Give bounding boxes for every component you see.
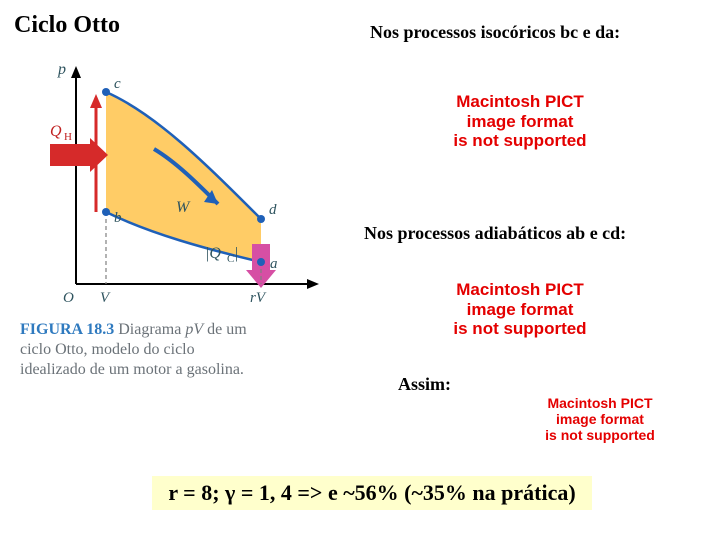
svg-text:H: H [64, 131, 72, 143]
svg-text:|: | [235, 245, 238, 262]
svg-text:Q: Q [50, 123, 62, 140]
svg-text:W: W [176, 199, 191, 216]
svg-text:c: c [114, 76, 121, 92]
pict-error-2: Macintosh PICT image format is not suppo… [410, 280, 630, 339]
svg-text:d: d [269, 202, 277, 218]
pict2-l1: Macintosh PICT [456, 280, 584, 299]
svg-text:V: V [100, 290, 111, 306]
svg-text:p: p [57, 61, 66, 78]
svg-text:rV: rV [250, 290, 267, 306]
caption-b1: Diagrama [114, 321, 185, 338]
caption-lead: FIGURA 18.3 [20, 321, 114, 338]
caption-b2: de um [203, 321, 247, 338]
svg-text:|Q: |Q [205, 245, 221, 262]
pict2-l3: is not supported [453, 319, 586, 338]
caption-line2: ciclo Otto, modelo do ciclo [20, 341, 195, 358]
subtitle-adiabatic: Nos processos adiabáticos ab e cd: [364, 223, 626, 244]
svg-text:b: b [114, 210, 122, 226]
pict1-l1: Macintosh PICT [456, 92, 584, 111]
svg-text:C: C [227, 253, 234, 265]
pict-error-3: Macintosh PICT image format is not suppo… [510, 395, 690, 443]
figure-caption: FIGURA 18.3 Diagrama pV de um ciclo Otto… [20, 320, 340, 380]
caption-italic: pV [185, 321, 203, 338]
result-box: r = 8; γ = 1, 4 => e ~56% (~35% na práti… [152, 476, 592, 510]
assim-label: Assim: [398, 374, 451, 395]
pict-error-1: Macintosh PICT image format is not suppo… [410, 92, 630, 151]
pv-diagram: p c b d a W O V rV Q H |Q C | [36, 54, 326, 314]
pict2-l2: image format [467, 300, 574, 319]
svg-text:a: a [270, 256, 278, 272]
pict1-l2: image format [467, 112, 574, 131]
svg-text:O: O [63, 290, 74, 306]
pict3-l1: Macintosh PICT [547, 395, 652, 411]
pict3-l3: is not supported [545, 427, 655, 443]
page-title: Ciclo Otto [14, 12, 120, 39]
caption-line3: idealizado de um motor a gasolina. [20, 361, 244, 378]
pict1-l3: is not supported [453, 131, 586, 150]
subtitle-isocoric: Nos processos isocóricos bc e da: [370, 22, 620, 43]
pict3-l2: image format [556, 411, 644, 427]
